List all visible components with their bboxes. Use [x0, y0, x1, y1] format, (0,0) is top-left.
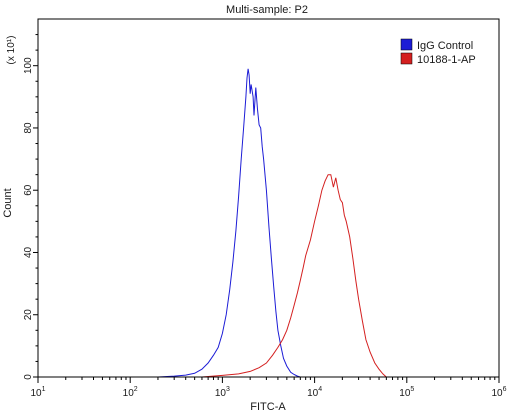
x-tick-label: 103 — [215, 386, 230, 399]
series-line-igg-control — [157, 68, 301, 378]
x-tick-base: 10 — [491, 388, 503, 399]
x-tick-label: 106 — [491, 386, 506, 399]
x-tick-exponent: 5 — [410, 386, 414, 393]
legend-swatch — [400, 38, 413, 51]
legend: IgG Control 10188-1-AP — [400, 38, 476, 66]
x-axis-label: FITC-A — [250, 401, 286, 413]
chart-title: Multi-sample: P2 — [226, 4, 308, 16]
x-tick-exponent: 2 — [134, 386, 138, 393]
x-tick-exponent: 1 — [42, 386, 46, 393]
legend-swatch — [400, 52, 413, 65]
x-tick-label: 101 — [30, 386, 45, 399]
x-tick-exponent: 3 — [226, 386, 230, 393]
y-multiplier-label: (x 10¹) — [6, 36, 17, 65]
y-tick-label: 40 — [23, 246, 34, 258]
x-tick-label: 102 — [123, 386, 138, 399]
y-tick-label: 60 — [23, 184, 34, 196]
legend-label: 10188-1-AP — [417, 54, 476, 66]
y-tick-label: 100 — [23, 57, 34, 74]
x-tick-base: 10 — [399, 388, 411, 399]
x-tick-exponent: 6 — [503, 386, 507, 393]
y-tick-label: 0 — [23, 374, 34, 380]
x-tick-label: 105 — [399, 386, 414, 399]
x-tick-base: 10 — [307, 388, 319, 399]
x-tick-base: 10 — [30, 388, 42, 399]
x-tick-base: 10 — [123, 388, 135, 399]
plot-frame — [37, 18, 500, 378]
series-line-10188-1-ap — [201, 174, 387, 378]
y-axis-label: Count — [2, 188, 14, 217]
series-lines — [157, 68, 387, 378]
x-tick-base: 10 — [215, 388, 227, 399]
legend-label: IgG Control — [417, 40, 473, 52]
x-tick-label: 104 — [307, 386, 322, 399]
y-tick-label: 20 — [23, 309, 34, 321]
x-tick-exponent: 4 — [318, 386, 322, 393]
y-tick-label: 80 — [23, 122, 34, 134]
